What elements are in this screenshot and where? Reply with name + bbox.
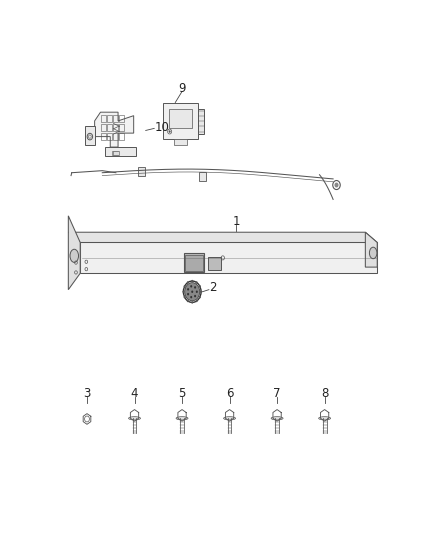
Circle shape (196, 281, 198, 284)
Circle shape (185, 282, 200, 301)
Circle shape (182, 290, 184, 293)
Circle shape (200, 290, 202, 293)
Circle shape (199, 296, 201, 298)
FancyBboxPatch shape (185, 255, 203, 271)
FancyBboxPatch shape (198, 109, 204, 134)
Ellipse shape (318, 417, 331, 420)
Text: 2: 2 (209, 281, 217, 294)
Circle shape (199, 285, 201, 288)
Circle shape (184, 285, 186, 288)
FancyBboxPatch shape (208, 257, 221, 270)
Polygon shape (80, 243, 377, 273)
Ellipse shape (223, 417, 236, 420)
Polygon shape (365, 232, 377, 267)
Circle shape (187, 288, 189, 290)
FancyBboxPatch shape (105, 147, 136, 156)
Circle shape (169, 130, 171, 133)
Circle shape (196, 300, 198, 302)
Circle shape (190, 296, 192, 298)
Text: 9: 9 (178, 82, 186, 95)
FancyBboxPatch shape (113, 151, 119, 155)
FancyBboxPatch shape (169, 109, 192, 128)
Ellipse shape (176, 417, 188, 420)
Polygon shape (68, 216, 80, 290)
FancyBboxPatch shape (184, 253, 204, 272)
Ellipse shape (369, 247, 377, 259)
Text: 7: 7 (273, 387, 281, 400)
Text: 4: 4 (131, 387, 138, 400)
Circle shape (191, 290, 193, 293)
FancyBboxPatch shape (85, 126, 95, 146)
Circle shape (191, 280, 193, 282)
Circle shape (191, 301, 193, 304)
FancyBboxPatch shape (162, 103, 198, 140)
Ellipse shape (128, 417, 141, 420)
Text: 5: 5 (178, 387, 186, 400)
Circle shape (335, 183, 339, 188)
Circle shape (190, 285, 192, 288)
Ellipse shape (70, 249, 78, 262)
Polygon shape (68, 232, 377, 243)
Ellipse shape (271, 417, 283, 420)
Text: 6: 6 (226, 387, 233, 400)
FancyBboxPatch shape (112, 151, 118, 155)
Circle shape (194, 286, 196, 289)
Text: 3: 3 (83, 387, 91, 400)
Circle shape (187, 281, 189, 284)
Text: 10: 10 (155, 121, 170, 134)
FancyBboxPatch shape (138, 167, 145, 176)
FancyBboxPatch shape (199, 172, 206, 181)
Polygon shape (95, 112, 134, 147)
Circle shape (196, 290, 198, 293)
Circle shape (187, 293, 189, 295)
Text: 8: 8 (321, 387, 328, 400)
Circle shape (184, 296, 186, 298)
Circle shape (194, 295, 196, 297)
Circle shape (187, 300, 189, 302)
Text: 1: 1 (233, 215, 240, 229)
FancyBboxPatch shape (173, 140, 187, 145)
